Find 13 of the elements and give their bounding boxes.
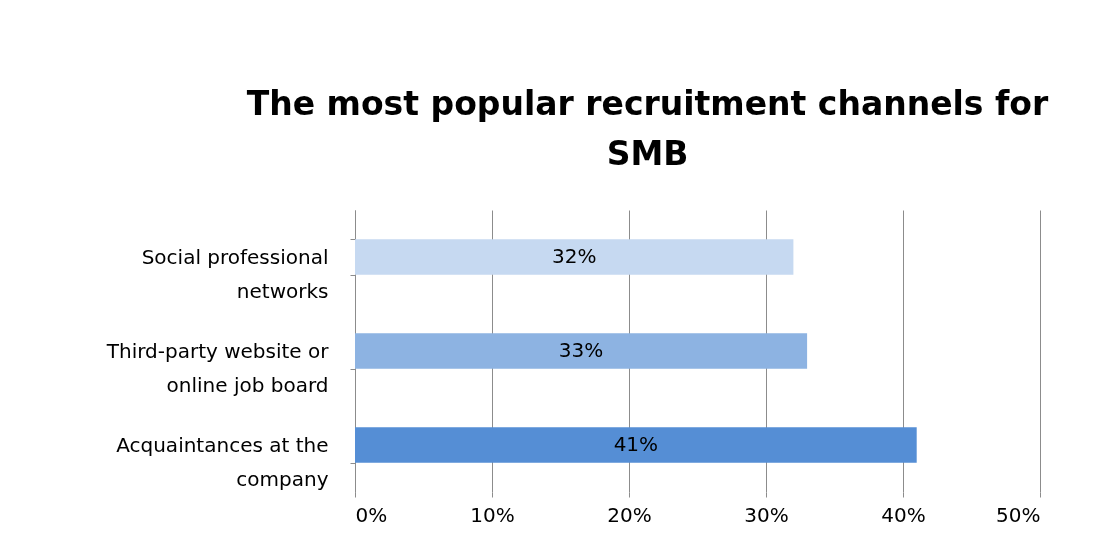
x-tick-label: 20%: [607, 502, 652, 527]
x-tick-label: 30%: [744, 502, 789, 527]
x-tick-label: 50%: [996, 502, 1041, 527]
y-tick-label: Social professional networks: [141, 244, 329, 303]
data-label: 32%: [551, 244, 597, 268]
x-tick-label: 40%: [881, 502, 926, 527]
chart-title: The most popular recruitment channels for SMB: [246, 84, 1050, 173]
x-tick-label: 0%: [355, 502, 388, 527]
data-label: 41%: [613, 432, 659, 456]
y-tick-label: Acquaintances at the company: [116, 432, 329, 491]
x-tick-label: 10%: [470, 502, 515, 527]
data-label: 33%: [558, 338, 604, 362]
y-tick-label: Third-party website or online job board: [105, 338, 330, 397]
